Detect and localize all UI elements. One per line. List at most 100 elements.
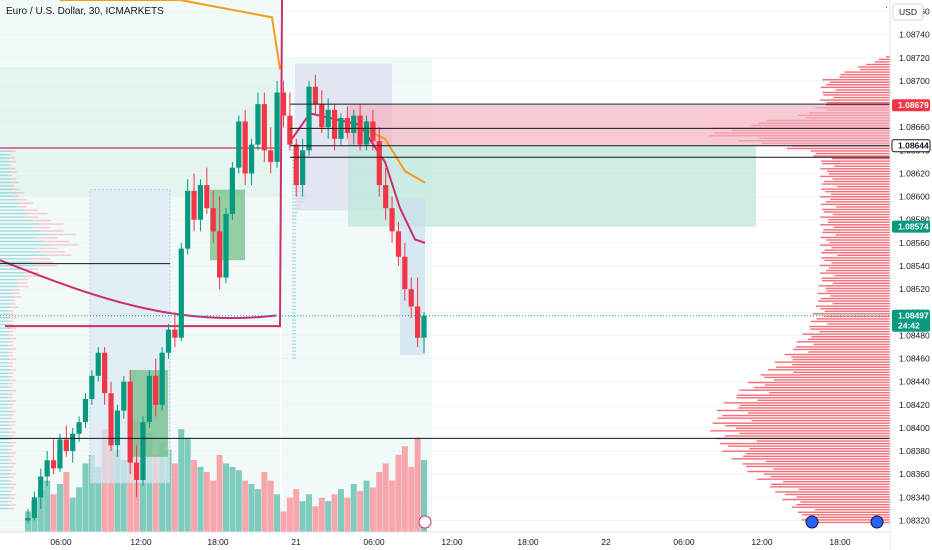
candle-body xyxy=(50,460,57,469)
stop-zone xyxy=(348,105,893,146)
candle-body xyxy=(140,422,146,480)
time-tick-label: 18:00 xyxy=(517,537,539,547)
left-profile-bar xyxy=(7,174,13,177)
price-tick-label: 1.08720 xyxy=(899,53,930,63)
left-profile-bar xyxy=(0,299,10,302)
left-profile-bar xyxy=(9,167,15,170)
time-tick-label: 18:00 xyxy=(207,537,229,547)
chart-title: Euro / U.S. Dollar, 30, ICMARKETS xyxy=(6,6,164,17)
candle-body xyxy=(38,476,44,498)
mid-profile-bar xyxy=(292,256,296,259)
left-profile-bar xyxy=(23,209,38,211)
volume-bar xyxy=(50,494,57,532)
left-profile-bar xyxy=(0,500,8,503)
left-profile-bar xyxy=(49,244,80,246)
candle-body xyxy=(82,399,89,423)
left-profile-bar xyxy=(17,285,29,288)
left-profile-bar xyxy=(9,379,16,381)
profile-bar xyxy=(829,81,890,83)
left-profile-bar xyxy=(0,382,9,385)
candle-body xyxy=(268,150,274,162)
candle-body xyxy=(344,117,350,133)
mid-profile-bar xyxy=(292,336,296,339)
left-profile-bar xyxy=(17,278,28,281)
volume-bar xyxy=(56,484,63,532)
candle-body xyxy=(178,248,184,338)
profile-bar xyxy=(822,79,890,81)
profile-bar xyxy=(839,76,890,78)
time-tick-label: 12:00 xyxy=(751,537,773,547)
left-profile-bar xyxy=(0,192,15,194)
mid-profile-bar xyxy=(292,347,296,349)
volume-bar xyxy=(363,480,370,532)
profile-bar xyxy=(829,241,890,244)
menu-dot-icon[interactable]: · xyxy=(885,2,888,12)
volume-bar xyxy=(165,449,172,532)
left-profile-bar xyxy=(7,386,13,388)
left-profile-bar xyxy=(8,310,14,312)
volume-bar xyxy=(210,480,217,532)
profile-bar xyxy=(756,478,890,480)
orange-band xyxy=(60,0,281,70)
profile-bar xyxy=(747,412,890,414)
time-axis[interactable]: 06:00 12:00 18:00 21 06:00 12:00 18:00 22 06:00 1… xyxy=(0,531,890,550)
profile-bar xyxy=(813,521,890,524)
candle-body xyxy=(217,231,223,278)
profile-bar xyxy=(833,226,890,229)
volume-bar xyxy=(171,463,178,532)
mid-profile-bar xyxy=(292,298,296,300)
left-profile-bar xyxy=(0,303,10,305)
left-profile-bar xyxy=(12,188,20,191)
mid-profile-bar xyxy=(292,312,296,314)
candle-body xyxy=(223,213,229,278)
profile-bar xyxy=(813,343,890,346)
profile-bar xyxy=(821,257,890,259)
time-tick-label: 06:00 xyxy=(673,537,695,547)
candle-body xyxy=(133,462,140,480)
left-profile-bar xyxy=(8,414,14,416)
volume-bar xyxy=(139,446,146,532)
left-profile-bar xyxy=(0,410,10,413)
time-tick-label: 12:00 xyxy=(441,537,463,547)
mid-profile-bar xyxy=(292,305,296,307)
price-axis[interactable]: 1.087601.087401.087201.087001.086801.086… xyxy=(889,0,932,550)
left-profile-bar xyxy=(11,306,18,309)
profile-bar xyxy=(831,262,890,264)
mid-profile-bar xyxy=(292,229,297,231)
profile-bar xyxy=(784,353,890,356)
profile-bar xyxy=(821,277,890,279)
left-profile-bar xyxy=(0,355,9,357)
left-profile-bar xyxy=(47,233,76,236)
mid-profile-bar xyxy=(292,284,296,286)
left-profile-bar xyxy=(0,403,9,406)
left-profile-bar xyxy=(0,285,18,288)
left-profile-bar xyxy=(39,230,64,232)
profile-bar xyxy=(825,287,890,290)
profile-bar xyxy=(792,358,890,361)
left-profile-bar xyxy=(0,199,17,201)
profile-bar xyxy=(764,384,890,386)
profile-bar xyxy=(823,229,890,231)
mid-profile-bar xyxy=(292,295,296,297)
profile-bar xyxy=(828,218,890,221)
candle-body xyxy=(325,109,331,128)
mid-profile-bar xyxy=(292,215,297,217)
left-profile-bar xyxy=(0,344,9,347)
left-profile-bar xyxy=(12,292,20,295)
price-axis-bg xyxy=(890,0,932,550)
volume-bar xyxy=(306,494,313,532)
profile-bar xyxy=(719,442,890,445)
currency-button[interactable]: USD xyxy=(892,3,924,21)
price-tag-text: 1.08574 xyxy=(898,222,929,232)
left-profile-bar xyxy=(0,393,9,395)
volume-bar xyxy=(191,460,198,532)
profile-bar xyxy=(717,409,890,412)
left-profile-bar xyxy=(0,320,8,322)
time-tick-label: 22 xyxy=(601,537,611,547)
left-profile-bar xyxy=(17,282,28,284)
candle-body xyxy=(255,104,261,145)
left-profile-bar xyxy=(0,396,8,399)
left-profile-bar xyxy=(7,351,13,354)
